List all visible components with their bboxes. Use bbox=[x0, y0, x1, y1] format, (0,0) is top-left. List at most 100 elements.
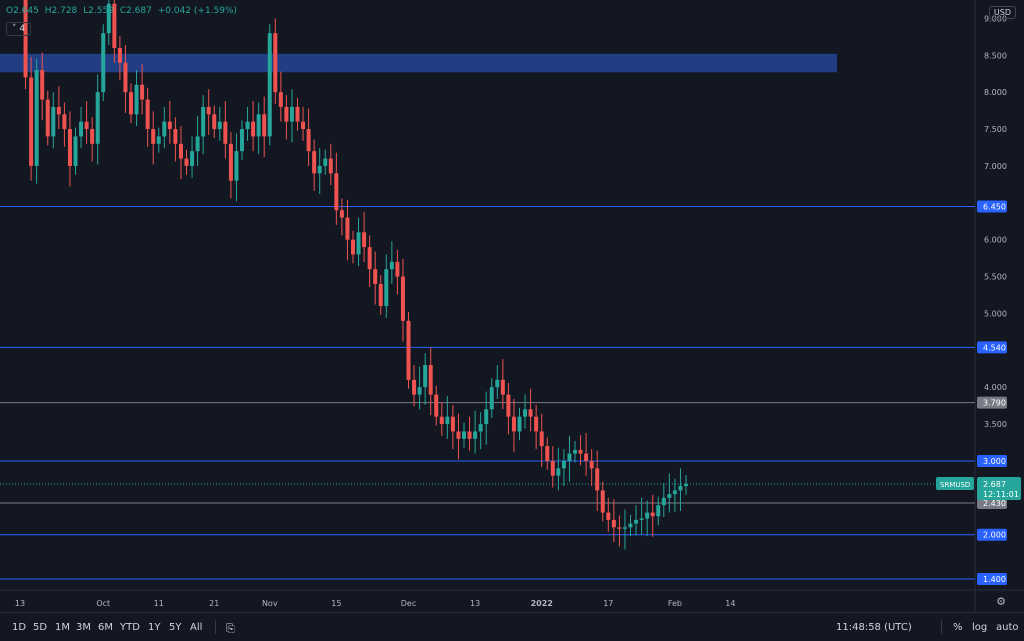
candle-body bbox=[384, 269, 389, 307]
candle-body bbox=[56, 106, 61, 115]
range-ytd-button[interactable]: YTD bbox=[120, 622, 140, 633]
candle-body bbox=[190, 151, 195, 166]
candle-body bbox=[617, 527, 622, 529]
candle-body bbox=[356, 232, 361, 255]
candle-body bbox=[445, 416, 450, 425]
level-price-label: 3.000 bbox=[983, 457, 1006, 466]
level-price-label: 1.400 bbox=[983, 575, 1006, 584]
range-all-button[interactable]: All bbox=[190, 622, 203, 633]
candle-body bbox=[73, 136, 78, 166]
y-tick-label: 7.000 bbox=[984, 162, 1007, 171]
candle-body bbox=[545, 446, 550, 461]
candle-body bbox=[628, 523, 633, 528]
level-price-label: 4.540 bbox=[983, 343, 1006, 352]
candle-body bbox=[251, 121, 256, 137]
candle-body bbox=[117, 47, 122, 63]
x-tick-label: 11 bbox=[154, 599, 164, 608]
candle-body bbox=[634, 519, 639, 524]
percent-scale-button[interactable]: % bbox=[953, 622, 963, 633]
x-tick-label: 13 bbox=[15, 599, 25, 608]
auto-scale-button[interactable]: auto bbox=[996, 622, 1019, 633]
log-scale-button[interactable]: log bbox=[972, 622, 988, 633]
candle-body bbox=[573, 449, 577, 454]
bottom-toolbar: 1D 5D 1M 3M 6M YTD 1Y 5Y All ⎘ 11:48:58 … bbox=[0, 612, 1024, 641]
candle-body bbox=[656, 505, 661, 517]
candle-body bbox=[140, 84, 145, 100]
open-value: O2.645 bbox=[6, 6, 39, 16]
candle-body bbox=[672, 490, 677, 495]
symbol-label: SRMUSD bbox=[940, 481, 970, 489]
candle-body bbox=[439, 416, 444, 425]
candle-body bbox=[367, 247, 372, 270]
change-value: +0.042 (+1.59%) bbox=[157, 6, 238, 16]
candle-body bbox=[151, 129, 156, 144]
candle-body bbox=[34, 70, 39, 166]
candle-body bbox=[51, 106, 56, 137]
candle-body bbox=[162, 121, 167, 137]
level-price-tag bbox=[977, 572, 1007, 585]
y-tick-label: 5.000 bbox=[984, 309, 1007, 318]
candle-body bbox=[389, 261, 394, 270]
toolbar-divider bbox=[941, 620, 942, 634]
range-1y-button[interactable]: 1Y bbox=[148, 622, 161, 633]
candle-body bbox=[195, 136, 200, 152]
candle-body bbox=[295, 106, 300, 122]
level-price-label: 2.430 bbox=[983, 499, 1006, 508]
x-tick-label: 14 bbox=[725, 599, 735, 608]
symbol-tag bbox=[936, 477, 974, 491]
range-5d-button[interactable]: 5D bbox=[33, 622, 48, 633]
currency-selector[interactable]: USD bbox=[988, 6, 1016, 19]
gear-icon[interactable]: ⚙ bbox=[996, 595, 1006, 608]
candle-body bbox=[667, 494, 672, 498]
candle-body bbox=[267, 33, 272, 137]
candle-body bbox=[661, 497, 666, 506]
candle-body bbox=[456, 431, 461, 439]
candle-body bbox=[217, 121, 222, 130]
candle-body bbox=[506, 394, 511, 417]
last-price-label: 2.687 bbox=[983, 480, 1006, 489]
range-6m-button[interactable]: 6M bbox=[98, 622, 113, 633]
candle-body bbox=[262, 114, 267, 137]
range-1m-button[interactable]: 1M bbox=[55, 622, 70, 633]
x-tick-label: Oct bbox=[96, 599, 110, 608]
candle-body bbox=[600, 490, 605, 513]
level-price-label: 2.000 bbox=[983, 531, 1006, 540]
candle-body bbox=[417, 387, 422, 395]
last-price-tag bbox=[977, 477, 1021, 501]
candle-body bbox=[584, 453, 589, 461]
level-price-tag bbox=[977, 528, 1007, 541]
level-price-tag bbox=[977, 454, 1007, 467]
candle-body bbox=[40, 70, 45, 100]
high-value: H2.728 bbox=[44, 6, 78, 16]
candle-body bbox=[428, 365, 433, 395]
range-1d-button[interactable]: 1D bbox=[12, 622, 27, 633]
candle-body bbox=[23, 0, 28, 78]
x-tick-label: 13 bbox=[470, 599, 480, 608]
candle-body bbox=[362, 232, 367, 248]
range-3m-button[interactable]: 3M bbox=[76, 622, 91, 633]
x-tick-label: 17 bbox=[603, 599, 613, 608]
toolbar-divider bbox=[215, 620, 216, 634]
candle-body bbox=[434, 394, 439, 417]
goto-date-icon[interactable]: ⎘ bbox=[226, 622, 235, 635]
collapse-indicators-button[interactable]: ˅ 4 bbox=[6, 22, 32, 36]
candle-body bbox=[578, 449, 583, 454]
candle-body bbox=[423, 365, 428, 388]
candle-body bbox=[595, 468, 600, 491]
range-5y-button[interactable]: 5Y bbox=[169, 622, 182, 633]
x-tick-label: 21 bbox=[209, 599, 219, 608]
candle-body bbox=[29, 77, 34, 166]
candle-body bbox=[79, 121, 84, 137]
candle-body bbox=[462, 431, 466, 439]
candle-body bbox=[134, 84, 139, 115]
candle-body bbox=[378, 283, 383, 307]
candle-body bbox=[650, 512, 655, 517]
candle-body bbox=[234, 151, 239, 181]
candle-body bbox=[112, 3, 117, 48]
x-tick-label: Nov bbox=[262, 599, 278, 608]
candle-body bbox=[312, 151, 317, 174]
candle-body bbox=[145, 99, 150, 130]
candle-body bbox=[550, 460, 555, 476]
candle-body bbox=[467, 431, 472, 439]
